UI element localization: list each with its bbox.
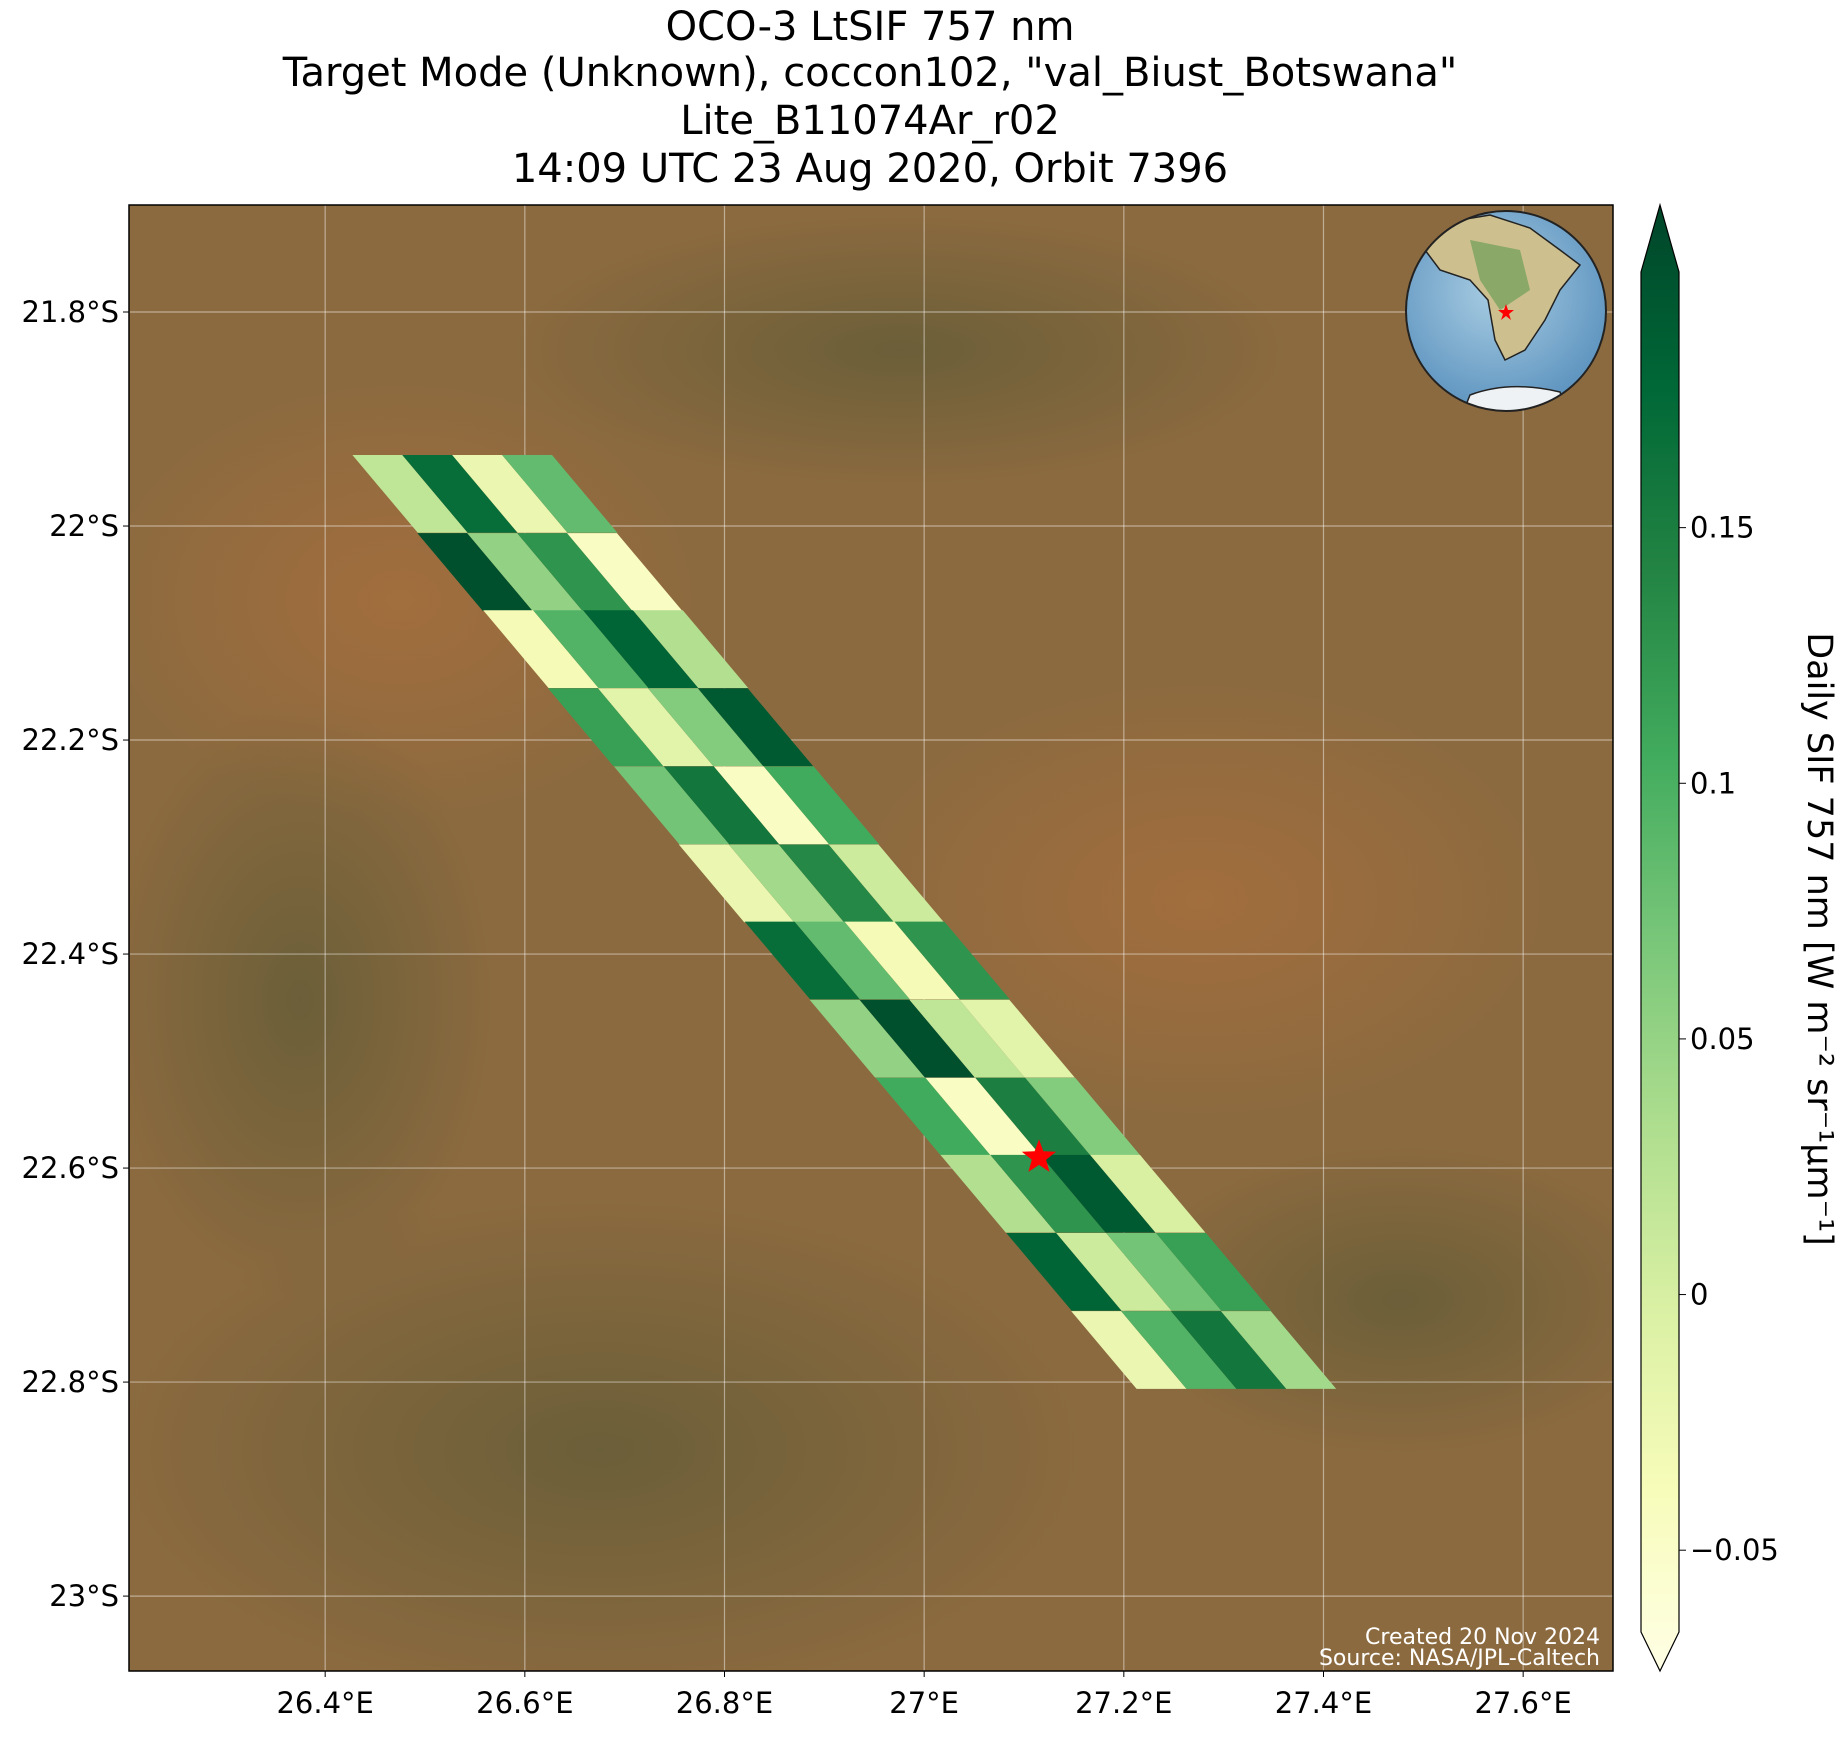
footprint — [632, 610, 749, 688]
colorbar-tick-label: 0.15 — [1690, 511, 1755, 545]
footprint — [598, 688, 714, 767]
footprint — [778, 844, 894, 923]
footprint — [517, 533, 633, 611]
footprint — [467, 533, 583, 611]
footprint — [713, 766, 830, 845]
x-tick-label: 27°E — [889, 1686, 959, 1720]
globe-outline — [1405, 210, 1607, 412]
title-line: Lite_B11074Ar_r02 — [680, 98, 1060, 144]
terrain — [129, 1190, 1100, 1671]
y-tick-label: 22.6°S — [22, 1151, 119, 1185]
footprint — [502, 455, 618, 533]
vegetation — [1470, 240, 1530, 310]
footprint — [828, 844, 944, 923]
footprint — [678, 844, 795, 923]
x-tick-label: 27.6°E — [1474, 1686, 1571, 1720]
footprint — [1171, 1311, 1287, 1389]
footprint — [1090, 1154, 1206, 1233]
terrain — [500, 210, 1300, 490]
footprint — [959, 999, 1075, 1078]
footprint — [1056, 1233, 1172, 1311]
footprint — [728, 844, 844, 923]
footprint — [1220, 1311, 1337, 1389]
footprint — [859, 999, 975, 1078]
footprint — [763, 766, 879, 845]
footprint — [1106, 1233, 1222, 1311]
footprint — [794, 921, 910, 1000]
footprint — [1156, 1233, 1272, 1311]
credit: Created 20 Nov 2024 — [1365, 1625, 1600, 1650]
footprint — [940, 1154, 1056, 1233]
y-tick-label: 21.8°S — [22, 295, 119, 329]
colorbar-tick-label: −0.05 — [1690, 1533, 1779, 1567]
footprint — [894, 921, 1010, 1000]
footprint — [1040, 1154, 1156, 1233]
credit: Source: NASA/JPL-Caltech — [1319, 1646, 1600, 1671]
footprint — [925, 1077, 1041, 1156]
footprint — [583, 610, 699, 688]
title-line: OCO-3 LtSIF 757 nm — [666, 4, 1075, 50]
footprint — [452, 455, 568, 533]
x-tick-label: 27.2°E — [1075, 1686, 1172, 1720]
colorbar-tick-label: 0 — [1690, 1278, 1708, 1312]
globe-inset — [1405, 210, 1607, 412]
globe-star — [1498, 304, 1514, 320]
x-tick-label: 26.6°E — [476, 1686, 573, 1720]
footprint — [975, 1077, 1091, 1156]
footprint — [1006, 1233, 1122, 1311]
x-tick-label: 26.4°E — [276, 1686, 373, 1720]
y-tick-label: 23°S — [49, 1579, 119, 1613]
colorbar-tick-label: 0.1 — [1690, 766, 1736, 800]
map-frame — [128, 204, 1614, 1672]
footprint — [663, 766, 780, 845]
colorbar-body — [1640, 202, 1680, 1673]
footprint — [483, 610, 599, 688]
footprint — [417, 533, 533, 611]
footprint — [1121, 1311, 1237, 1389]
footprint — [402, 455, 518, 533]
target-star — [1021, 1139, 1057, 1172]
x-tick-label: 26.8°E — [676, 1686, 773, 1720]
footprint — [567, 533, 683, 611]
footprint — [1071, 1311, 1187, 1389]
colorbar-tick-label: 0.05 — [1690, 1022, 1755, 1056]
colorbar: −0.05 0 0.05 0.1 0.15 — [1640, 202, 1779, 1673]
title-line: Target Mode (Unknown), coccon102, "val_B… — [282, 50, 1458, 96]
y-tick-label: 22.2°S — [22, 723, 119, 757]
footprint — [875, 1077, 991, 1156]
title-line: 14:09 UTC 23 Aug 2020, Orbit 7396 — [512, 146, 1228, 192]
y-tick-label: 22.8°S — [22, 1365, 119, 1399]
basemap — [129, 205, 1613, 1671]
footprint — [990, 1154, 1106, 1233]
footprint — [647, 688, 764, 767]
footprint — [844, 921, 960, 1000]
terrain — [850, 680, 1550, 1120]
terrain — [129, 700, 500, 1300]
footprint — [697, 688, 814, 767]
footprint — [352, 455, 468, 533]
footprint — [533, 610, 649, 688]
x-tick-label: 27.4°E — [1275, 1686, 1372, 1720]
footprint — [613, 766, 730, 845]
swath — [352, 455, 1337, 1389]
footprint — [909, 999, 1025, 1078]
footprint — [744, 921, 860, 1000]
footprint — [809, 999, 925, 1078]
y-tick-label: 22.4°S — [22, 937, 119, 971]
footprint — [1025, 1077, 1141, 1156]
colorbar-label: Daily SIF 757 nm [W m⁻² sr⁻¹μm⁻¹] — [1799, 632, 1839, 1246]
titles: OCO-3 LtSIF 757 nm Target Mode (Unknown)… — [282, 4, 1458, 192]
footprint — [548, 688, 664, 767]
y-tick-label: 22°S — [49, 509, 119, 543]
